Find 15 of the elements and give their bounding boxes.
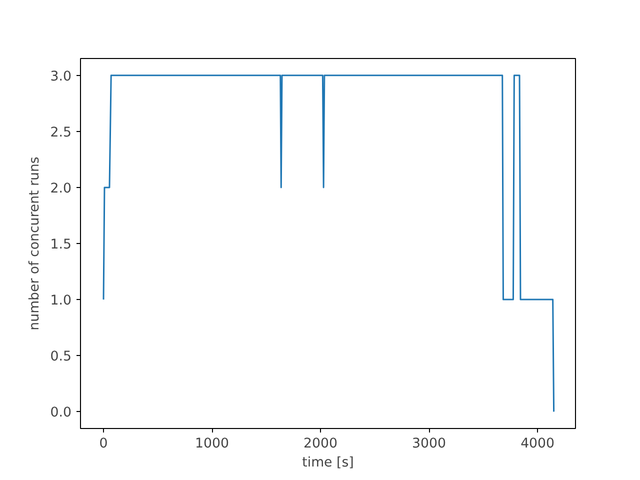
y-tick-label: 1.0 <box>50 294 72 309</box>
x-tick-label: 2000 <box>304 436 338 452</box>
y-tick-label: 1.5 <box>50 238 72 252</box>
y-tick-label: 0.5 <box>50 350 72 365</box>
x-tick-label: 3000 <box>412 436 446 452</box>
x-tick-label: 0 <box>99 436 108 452</box>
x-tick-label: 1000 <box>195 436 229 452</box>
y-tick-label: 2.0 <box>50 181 72 196</box>
x-axis-title: time [s] <box>302 456 354 470</box>
y-tick-label: 3.0 <box>50 69 72 84</box>
line-series <box>102 74 555 412</box>
y-tick-label: 2.5 <box>50 125 72 140</box>
x-tick-label: 4000 <box>520 436 554 452</box>
y-axis-title: number of concurent runs <box>27 156 42 330</box>
y-tick-label: 0.0 <box>50 406 72 421</box>
